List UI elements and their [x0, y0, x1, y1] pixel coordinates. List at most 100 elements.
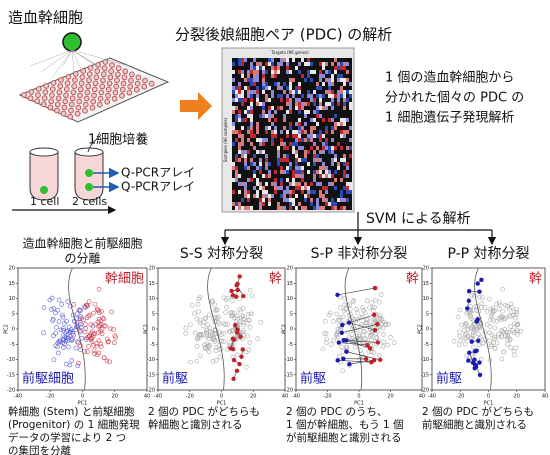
heatmap-cell	[343, 134, 346, 138]
heatmap-cell	[343, 162, 346, 166]
caption-line: 前駆細胞と識別される	[422, 418, 527, 431]
heatmap-cell	[289, 202, 292, 206]
heatmap-cell	[292, 202, 295, 206]
y-tick-label: -15	[285, 372, 293, 378]
heatmap-cell	[340, 158, 343, 162]
heatmap-cell	[256, 62, 259, 66]
heatmap-cell	[304, 206, 307, 210]
heatmap-cell	[331, 78, 334, 82]
heatmap-cell	[286, 66, 289, 70]
well	[78, 87, 83, 92]
heatmap-cell	[250, 130, 253, 134]
heatmap-cell	[232, 86, 235, 90]
heatmap-cell	[253, 146, 256, 150]
tube-label: 1 cell	[30, 195, 59, 208]
heatmap-cell	[313, 154, 316, 158]
heatmap-cell	[322, 146, 325, 150]
heatmap-cell	[337, 162, 340, 166]
y-tick-label: -5	[288, 342, 293, 348]
well	[73, 78, 78, 83]
heatmap-cell	[349, 102, 352, 106]
well	[70, 96, 75, 101]
heatmap-cell	[292, 58, 295, 62]
heatmap-cell	[235, 206, 238, 210]
heatmap-cell	[232, 98, 235, 102]
well	[110, 63, 115, 68]
heatmap-cell	[301, 130, 304, 134]
heatmap-cell	[295, 158, 298, 162]
heatmap-cell	[298, 106, 301, 110]
heatmap-cell	[313, 98, 316, 102]
heatmap-cell	[322, 206, 325, 210]
well	[88, 66, 93, 71]
well	[65, 81, 70, 86]
pdc-cell	[232, 358, 236, 362]
heatmap-cell	[289, 122, 292, 126]
heatmap-cell	[340, 146, 343, 150]
heatmap-cell	[322, 82, 325, 86]
heatmap-cell	[265, 174, 268, 178]
heatmap-cell	[319, 106, 322, 110]
pdc-cell	[467, 289, 471, 293]
heatmap-cell	[244, 194, 247, 198]
heatmap-cell	[295, 130, 298, 134]
heatmap-cell	[292, 174, 295, 178]
heatmap-cell	[259, 170, 262, 174]
heatmap-cell	[238, 70, 241, 74]
heatmap-cell	[238, 142, 241, 146]
heatmap-cell	[262, 174, 265, 178]
heatmap-cell	[313, 70, 316, 74]
cell-label: 造血幹細胞	[8, 9, 83, 27]
pdc-cell	[478, 373, 482, 377]
heatmap-cell	[349, 154, 352, 158]
heatmap-cell	[286, 178, 289, 182]
heatmap-cell	[280, 94, 283, 98]
pdc-cell	[467, 351, 471, 355]
heatmap-cell	[277, 158, 280, 162]
heatmap-cell	[331, 138, 334, 142]
pdc-cell	[341, 357, 345, 361]
heatmap-cell	[283, 90, 286, 94]
heatmap-cell	[334, 66, 337, 70]
heatmap-cell	[319, 190, 322, 194]
heatmap-cell	[340, 78, 343, 82]
heatmap-cell	[250, 110, 253, 114]
heatmap-cell	[298, 90, 301, 94]
heatmap-cell	[241, 102, 244, 106]
heatmap-cell	[295, 154, 298, 158]
heatmap-cell	[334, 158, 337, 162]
heatmap-cell	[238, 114, 241, 118]
heatmap-cell	[244, 182, 247, 186]
heatmap-cell	[250, 122, 253, 126]
heatmap-cell	[247, 178, 250, 182]
heatmap-cell	[265, 194, 268, 198]
heatmap-cell	[316, 86, 319, 90]
description-line: 分かれた個々の PDC の	[385, 91, 524, 106]
heatmap-cell	[340, 66, 343, 70]
heatmap-cell	[253, 194, 256, 198]
caption-line: 2 個の PDC がどちらも	[148, 405, 260, 418]
well	[72, 84, 77, 89]
heatmap-cell	[265, 98, 268, 102]
heatmap-cell	[250, 102, 253, 106]
x-tick-label: 20	[514, 394, 520, 400]
heatmap-cell	[310, 94, 313, 98]
heatmap-cell	[295, 182, 298, 186]
well	[42, 96, 47, 101]
heatmap-cell	[271, 138, 274, 142]
heatmap-cell	[250, 94, 253, 98]
heatmap-cell	[343, 78, 346, 82]
well	[127, 90, 132, 95]
well	[22, 93, 27, 98]
heatmap-cell	[268, 198, 271, 202]
caption-line: データの学習により 2 つ	[8, 431, 126, 444]
y-tick-label: 10	[149, 296, 155, 302]
heatmap-cell	[286, 146, 289, 150]
heatmap-cell	[244, 166, 247, 170]
heatmap-cell	[280, 158, 283, 162]
heatmap-cell	[268, 118, 271, 122]
heatmap-cell	[310, 126, 313, 130]
heatmap-cell	[262, 186, 265, 190]
y-tick-label: -10	[147, 357, 155, 363]
pdc-cell	[466, 358, 470, 362]
